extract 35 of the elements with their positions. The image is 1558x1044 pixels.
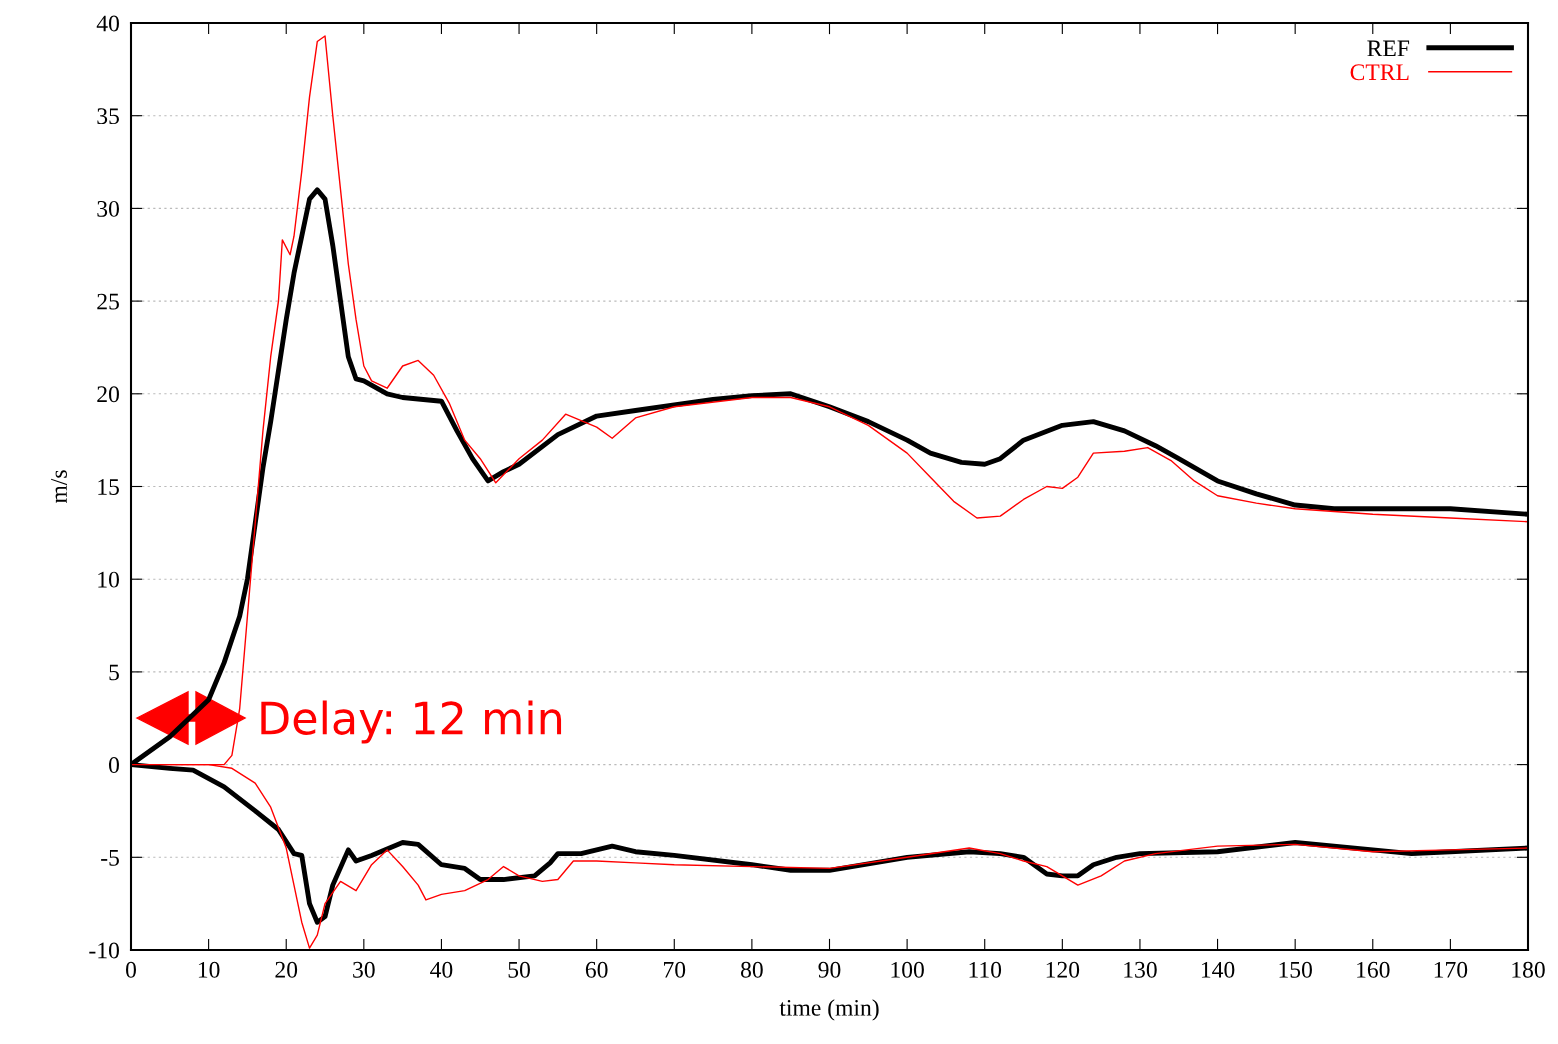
y-axis-title: m/s — [51, 470, 67, 504]
y-tick-label: 40 — [96, 15, 119, 32]
x-tick-label: 0 — [126, 961, 136, 978]
x-tick-label: 10 — [198, 961, 220, 978]
annotation: Delay: 12 min — [261, 700, 562, 744]
y-tick-label: 0 — [108, 757, 119, 774]
x-tick-label: 50 — [508, 961, 530, 978]
y-tick-label: -5 — [101, 850, 119, 866]
x-tick-label: 180 — [1512, 961, 1545, 978]
x-tick-label: 30 — [353, 961, 375, 978]
x-tick-label: 120 — [1046, 961, 1080, 978]
x-tick-label: 60 — [585, 961, 608, 978]
x-tick-label: 150 — [1279, 961, 1312, 978]
x-axis-title: time (min) — [779, 999, 879, 1021]
x-tick-label: 40 — [430, 961, 453, 978]
y-tick-label: -10 — [89, 942, 119, 959]
y-tick-label: 30 — [97, 200, 119, 217]
x-tick-label: 160 — [1357, 961, 1390, 978]
x-tick-label: 110 — [969, 961, 1002, 978]
y-tick-label: 15 — [98, 479, 119, 495]
y-tick-label: 10 — [98, 571, 119, 588]
legend-label: REF — [1367, 40, 1410, 57]
y-tick-label: 5 — [109, 664, 119, 681]
x-tick-label: 170 — [1434, 961, 1468, 978]
x-tick-label: 70 — [664, 961, 686, 978]
y-tick-label: 35 — [97, 108, 119, 125]
x-tick-label: 130 — [1124, 961, 1157, 978]
x-tick-label: 140 — [1201, 961, 1235, 978]
legend-label: CTRL — [1350, 64, 1409, 81]
x-tick-label: 80 — [740, 961, 763, 978]
y-tick-label: 25 — [97, 293, 119, 310]
x-tick-label: 20 — [275, 961, 298, 978]
x-tick-label: 100 — [891, 961, 924, 978]
y-tick-label: 20 — [97, 386, 119, 403]
x-tick-label: 90 — [818, 961, 841, 978]
